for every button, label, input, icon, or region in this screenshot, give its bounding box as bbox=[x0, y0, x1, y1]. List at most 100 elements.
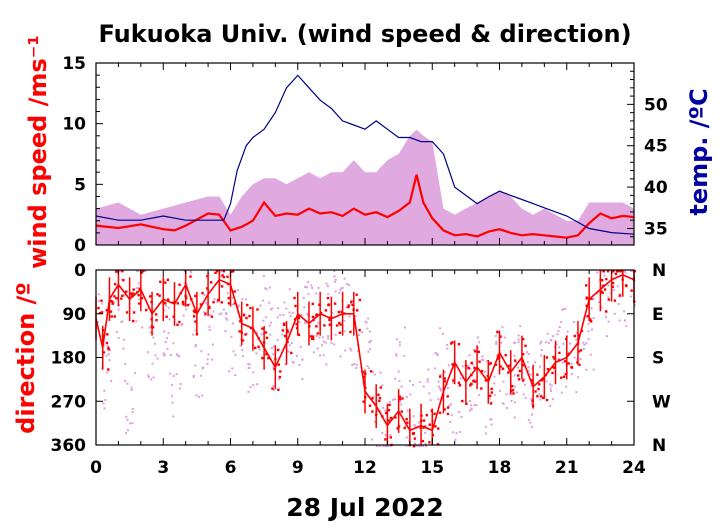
direction-scatter-point bbox=[368, 341, 371, 344]
direction-scatter-point bbox=[605, 335, 608, 338]
direction-scatter-point bbox=[220, 270, 223, 272]
direction-scatter-point bbox=[454, 438, 457, 441]
direction-mean-point bbox=[473, 366, 476, 370]
direction-scatter-point bbox=[140, 292, 143, 295]
direction-scatter-point bbox=[138, 298, 141, 301]
direction-mean-point bbox=[600, 279, 604, 282]
direction-scatter-point bbox=[539, 398, 542, 401]
direction-mean-point bbox=[101, 329, 105, 332]
direction-scatter-point bbox=[252, 383, 255, 386]
direction-scatter-point bbox=[381, 384, 384, 387]
direction-mean-point bbox=[137, 294, 140, 297]
direction-mean-point bbox=[379, 386, 382, 389]
direction-mean-point bbox=[132, 311, 136, 314]
direction-mean-point bbox=[132, 292, 135, 295]
direction-mean-point bbox=[490, 391, 493, 394]
direction-scatter-point bbox=[258, 348, 261, 351]
direction-mean-point bbox=[611, 281, 615, 285]
direction-mean-point bbox=[249, 306, 252, 310]
direction-mean-point bbox=[161, 300, 165, 303]
direction-scatter-point bbox=[237, 304, 240, 307]
direction-mean-point bbox=[176, 302, 179, 305]
direction-scatter-point bbox=[623, 270, 626, 272]
direction-scatter-point bbox=[570, 363, 573, 366]
compass-tick-label: N bbox=[652, 261, 666, 281]
direction-scatter-point bbox=[197, 395, 200, 398]
direction-mean-point bbox=[240, 331, 243, 334]
direction-mean-point bbox=[311, 337, 314, 340]
direction-mean-point bbox=[328, 318, 331, 322]
direction-scatter-point bbox=[341, 286, 344, 289]
direction-scatter-point bbox=[526, 351, 529, 354]
direction-scatter-point bbox=[339, 289, 342, 292]
direction-mean-point bbox=[443, 380, 446, 383]
direction-scatter-point bbox=[192, 376, 195, 378]
direction-scatter-point bbox=[522, 393, 525, 396]
direction-mean-point bbox=[178, 320, 181, 324]
direction-scatter-point bbox=[147, 374, 150, 377]
direction-scatter-point bbox=[403, 354, 406, 357]
direction-scatter-point bbox=[234, 353, 237, 356]
direction-mean-point bbox=[560, 376, 563, 379]
direction-scatter-point bbox=[284, 363, 287, 366]
direction-scatter-point bbox=[468, 409, 471, 412]
direction-scatter-point bbox=[446, 343, 449, 346]
direction-scatter-point bbox=[629, 295, 632, 298]
direction-mean-point bbox=[573, 334, 576, 338]
direction-scatter-point bbox=[333, 343, 336, 346]
y2-tick-label: 40 bbox=[644, 178, 668, 198]
direction-mean-point bbox=[465, 402, 468, 405]
direction-scatter-point bbox=[354, 315, 357, 318]
direction-mean-point bbox=[484, 379, 487, 382]
direction-mean-point bbox=[212, 301, 215, 304]
direction-scatter-point bbox=[607, 320, 610, 323]
direction-scatter-point bbox=[345, 306, 348, 309]
direction-scatter-point bbox=[219, 283, 222, 286]
direction-scatter-point bbox=[102, 402, 105, 405]
direction-scatter-point bbox=[126, 382, 129, 385]
direction-scatter-point bbox=[228, 370, 231, 373]
direction-mean-point bbox=[474, 350, 477, 353]
direction-scatter-point bbox=[461, 365, 464, 368]
direction-scatter-point bbox=[262, 275, 265, 277]
compass-tick-label: E bbox=[652, 305, 664, 325]
direction-mean-point bbox=[206, 275, 209, 278]
direction-scatter-point bbox=[424, 442, 427, 445]
direction-scatter-point bbox=[499, 356, 502, 359]
direction-scatter-point bbox=[434, 367, 437, 370]
direction-scatter-point bbox=[470, 408, 473, 411]
direction-mean-point bbox=[369, 370, 373, 373]
direction-scatter-point bbox=[448, 405, 451, 407]
direction-scatter-point bbox=[288, 311, 291, 314]
direction-scatter-point bbox=[517, 366, 520, 369]
direction-mean-point bbox=[286, 329, 289, 332]
direction-mean-point bbox=[358, 298, 362, 302]
direction-scatter-point bbox=[124, 363, 127, 365]
direction-mean-point bbox=[536, 373, 539, 376]
direction-scatter-point bbox=[256, 383, 259, 386]
direction-mean-point bbox=[277, 363, 280, 366]
direction-scatter-point bbox=[315, 334, 318, 337]
direction-mean-point bbox=[405, 418, 408, 421]
direction-scatter-point bbox=[412, 384, 414, 387]
direction-scatter-point bbox=[270, 347, 273, 350]
direction-scatter-point bbox=[384, 409, 387, 412]
direction-scatter-point bbox=[166, 348, 169, 350]
direction-mean-point bbox=[606, 270, 610, 273]
direction-scatter-point bbox=[241, 298, 244, 301]
direction-scatter-point bbox=[395, 353, 398, 356]
direction-scatter-point bbox=[575, 391, 578, 394]
direction-mean-point bbox=[222, 275, 225, 279]
direction-mean-point bbox=[138, 287, 141, 290]
direction-scatter-point bbox=[259, 304, 262, 307]
direction-mean-point bbox=[522, 379, 525, 382]
direction-scatter-point bbox=[182, 314, 185, 317]
direction-mean-point bbox=[324, 309, 328, 312]
direction-mean-point bbox=[617, 270, 621, 273]
direction-scatter-point bbox=[499, 368, 502, 371]
direction-mean-point bbox=[621, 278, 624, 281]
direction-mean-point bbox=[488, 394, 492, 397]
direction-scatter-point bbox=[587, 323, 590, 326]
direction-mean-point bbox=[473, 380, 477, 383]
direction-scatter-point bbox=[231, 303, 234, 306]
